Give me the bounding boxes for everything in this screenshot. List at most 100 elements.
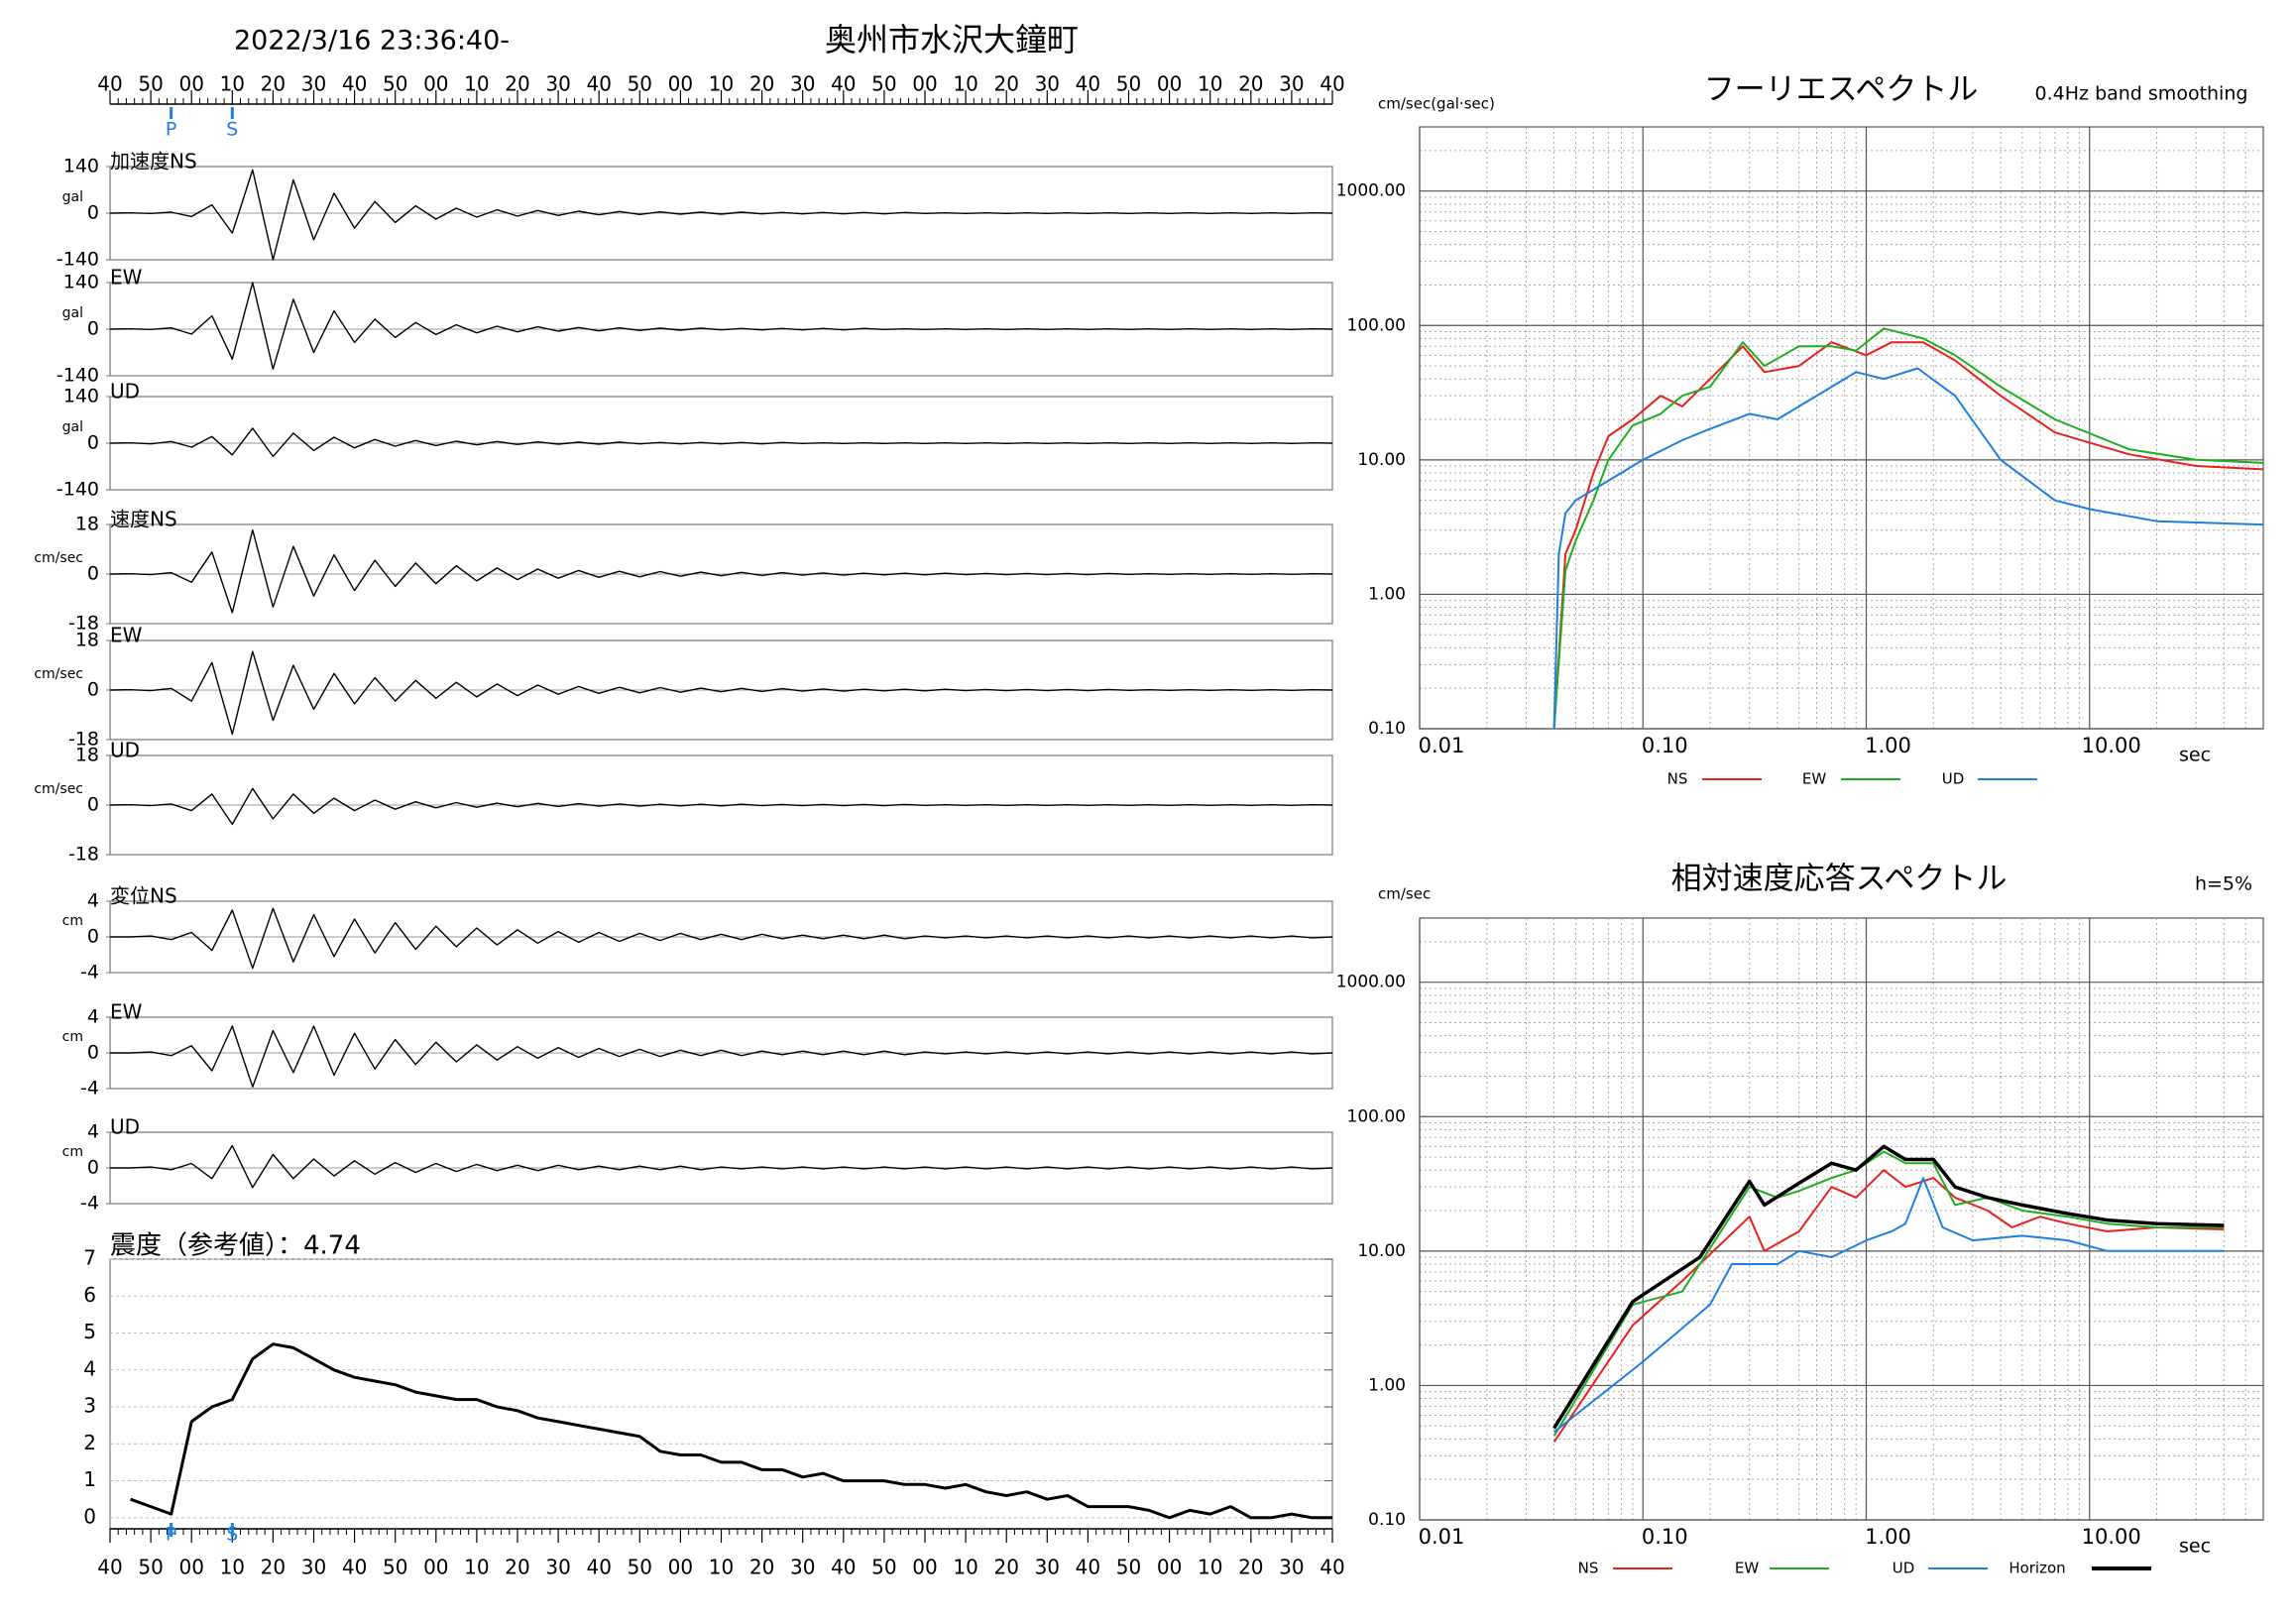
y-tick-label: 18	[75, 745, 99, 766]
x-tick-label: 00	[178, 72, 203, 96]
x-tick-label: 20	[1238, 72, 1263, 96]
y-tick-label: 1000.00	[1336, 181, 1406, 201]
x-tick-label: 30	[1279, 72, 1304, 96]
unit-label: cm	[62, 1029, 83, 1045]
x-tick-label: 40	[342, 72, 367, 96]
data-line	[109, 169, 1333, 261]
panel-label: UD	[110, 1115, 140, 1139]
data-line	[109, 528, 1333, 614]
y-tick-label: 140	[63, 156, 99, 177]
y-tick-label: 0	[87, 563, 99, 585]
x-tick-label: 20	[261, 1556, 286, 1579]
x-tick-label: 00	[423, 1556, 448, 1579]
x-tick-label: 20	[505, 72, 529, 96]
x-tick-label: 0.01	[1419, 734, 1465, 757]
x-tick-label: 50	[871, 1556, 896, 1579]
phase-label: S	[226, 119, 238, 141]
y-tick-label: 140	[63, 386, 99, 407]
y-tick-label: 18	[75, 514, 99, 535]
y-tick-label: 0	[87, 432, 99, 454]
data-line	[109, 282, 1333, 370]
y-tick-label: 4	[83, 1356, 96, 1380]
panel-label: UD	[110, 380, 140, 404]
x-tick-label: 40	[97, 72, 122, 96]
y-tick-label: -4	[80, 962, 99, 984]
y-tick-label: -140	[57, 479, 99, 501]
x-tick-label: 20	[993, 72, 1018, 96]
legend-label: UD	[1893, 1560, 1915, 1577]
unit-label: cm/sec	[34, 666, 83, 682]
unit-label: cm/sec	[34, 781, 83, 797]
y-tick-label: 1.00	[1368, 584, 1406, 604]
x-tick-label: 10	[709, 1556, 734, 1579]
y-tick-label: -18	[68, 613, 99, 635]
y-tick-label: -140	[57, 365, 99, 387]
panel-label: EW	[110, 266, 143, 290]
x-tick-label: 10.00	[2082, 734, 2141, 757]
legend-label: EW	[1802, 770, 1826, 788]
x-tick-label: 00	[423, 72, 448, 96]
panel-label: 加速度NS	[110, 150, 197, 174]
chart-subtitle: 0.4Hz band smoothing	[2035, 83, 2248, 105]
x-tick-label: 40	[586, 72, 611, 96]
y-tick-label: 4	[87, 890, 99, 912]
unit-label: cm	[62, 913, 83, 929]
x-tick-label: 20	[749, 1556, 774, 1579]
x-tick-label: 00	[912, 1556, 937, 1579]
x-tick-label: 40	[831, 1556, 856, 1579]
x-tick-label: 40	[1320, 72, 1344, 96]
panel-label: EW	[110, 624, 143, 647]
x-tick-label: 10	[464, 1556, 489, 1579]
x-tick-label: 0.10	[1642, 734, 1688, 757]
legend-label: EW	[1735, 1560, 1759, 1577]
x-tick-label: 30	[1279, 1556, 1304, 1579]
data-line	[1552, 341, 2264, 730]
y-tick-label: -4	[80, 1078, 99, 1100]
y-tick-label: 4	[87, 1121, 99, 1143]
data-line	[1552, 1150, 2225, 1438]
unit-label: gal	[62, 189, 83, 205]
x-tick-label: 00	[178, 1556, 203, 1579]
x-tick-label: 1.00	[1865, 734, 1911, 757]
panel-label: 速度NS	[110, 508, 177, 531]
x-tick-label: 0.10	[1642, 1525, 1688, 1549]
data-line	[130, 1342, 1332, 1520]
y-tick-label: 1.00	[1368, 1375, 1406, 1395]
location: 奥州市水沢大鐘町	[825, 21, 1079, 58]
unit-label: cm/sec	[34, 550, 83, 566]
y-axis-label: cm/sec(gal·sec)	[1378, 95, 1495, 113]
legend-label: NS	[1578, 1560, 1599, 1577]
x-tick-label: 30	[301, 72, 326, 96]
x-tick-label: 50	[628, 1556, 652, 1579]
data-line	[109, 650, 1333, 736]
y-tick-label: 100.00	[1347, 315, 1406, 335]
legend-label: NS	[1667, 770, 1688, 788]
unit-label: gal	[62, 419, 83, 435]
x-tick-label: 10	[953, 72, 977, 96]
y-tick-label: 0	[87, 926, 99, 948]
plot-frame	[1419, 917, 2264, 1521]
x-tick-label: 30	[790, 1556, 815, 1579]
x-tick-label: 30	[1035, 72, 1060, 96]
x-tick-label: 50	[383, 1556, 407, 1579]
x-tick-label: 20	[261, 72, 286, 96]
y-tick-label: 0	[87, 794, 99, 816]
chart-title: 震度（参考値）：4.74	[110, 1231, 361, 1261]
data-line	[1552, 1144, 2225, 1430]
datetime: 2022/3/16 23:36:40-	[234, 26, 510, 57]
x-tick-label: 00	[912, 72, 937, 96]
x-tick-label: 00	[668, 72, 693, 96]
y-tick-label: 0	[87, 202, 99, 224]
x-tick-label: 40	[1076, 1556, 1100, 1579]
x-tick-label: 40	[97, 1556, 122, 1579]
x-tick-label: 30	[1035, 1556, 1060, 1579]
x-axis-label: sec	[2179, 745, 2211, 766]
y-tick-label: 4	[87, 1006, 99, 1028]
x-tick-label: 10	[953, 1556, 977, 1579]
x-tick-label: 00	[1157, 72, 1182, 96]
x-tick-label: 0.01	[1419, 1525, 1465, 1549]
y-tick-label: 2	[83, 1431, 96, 1454]
y-tick-label: 0	[87, 318, 99, 340]
